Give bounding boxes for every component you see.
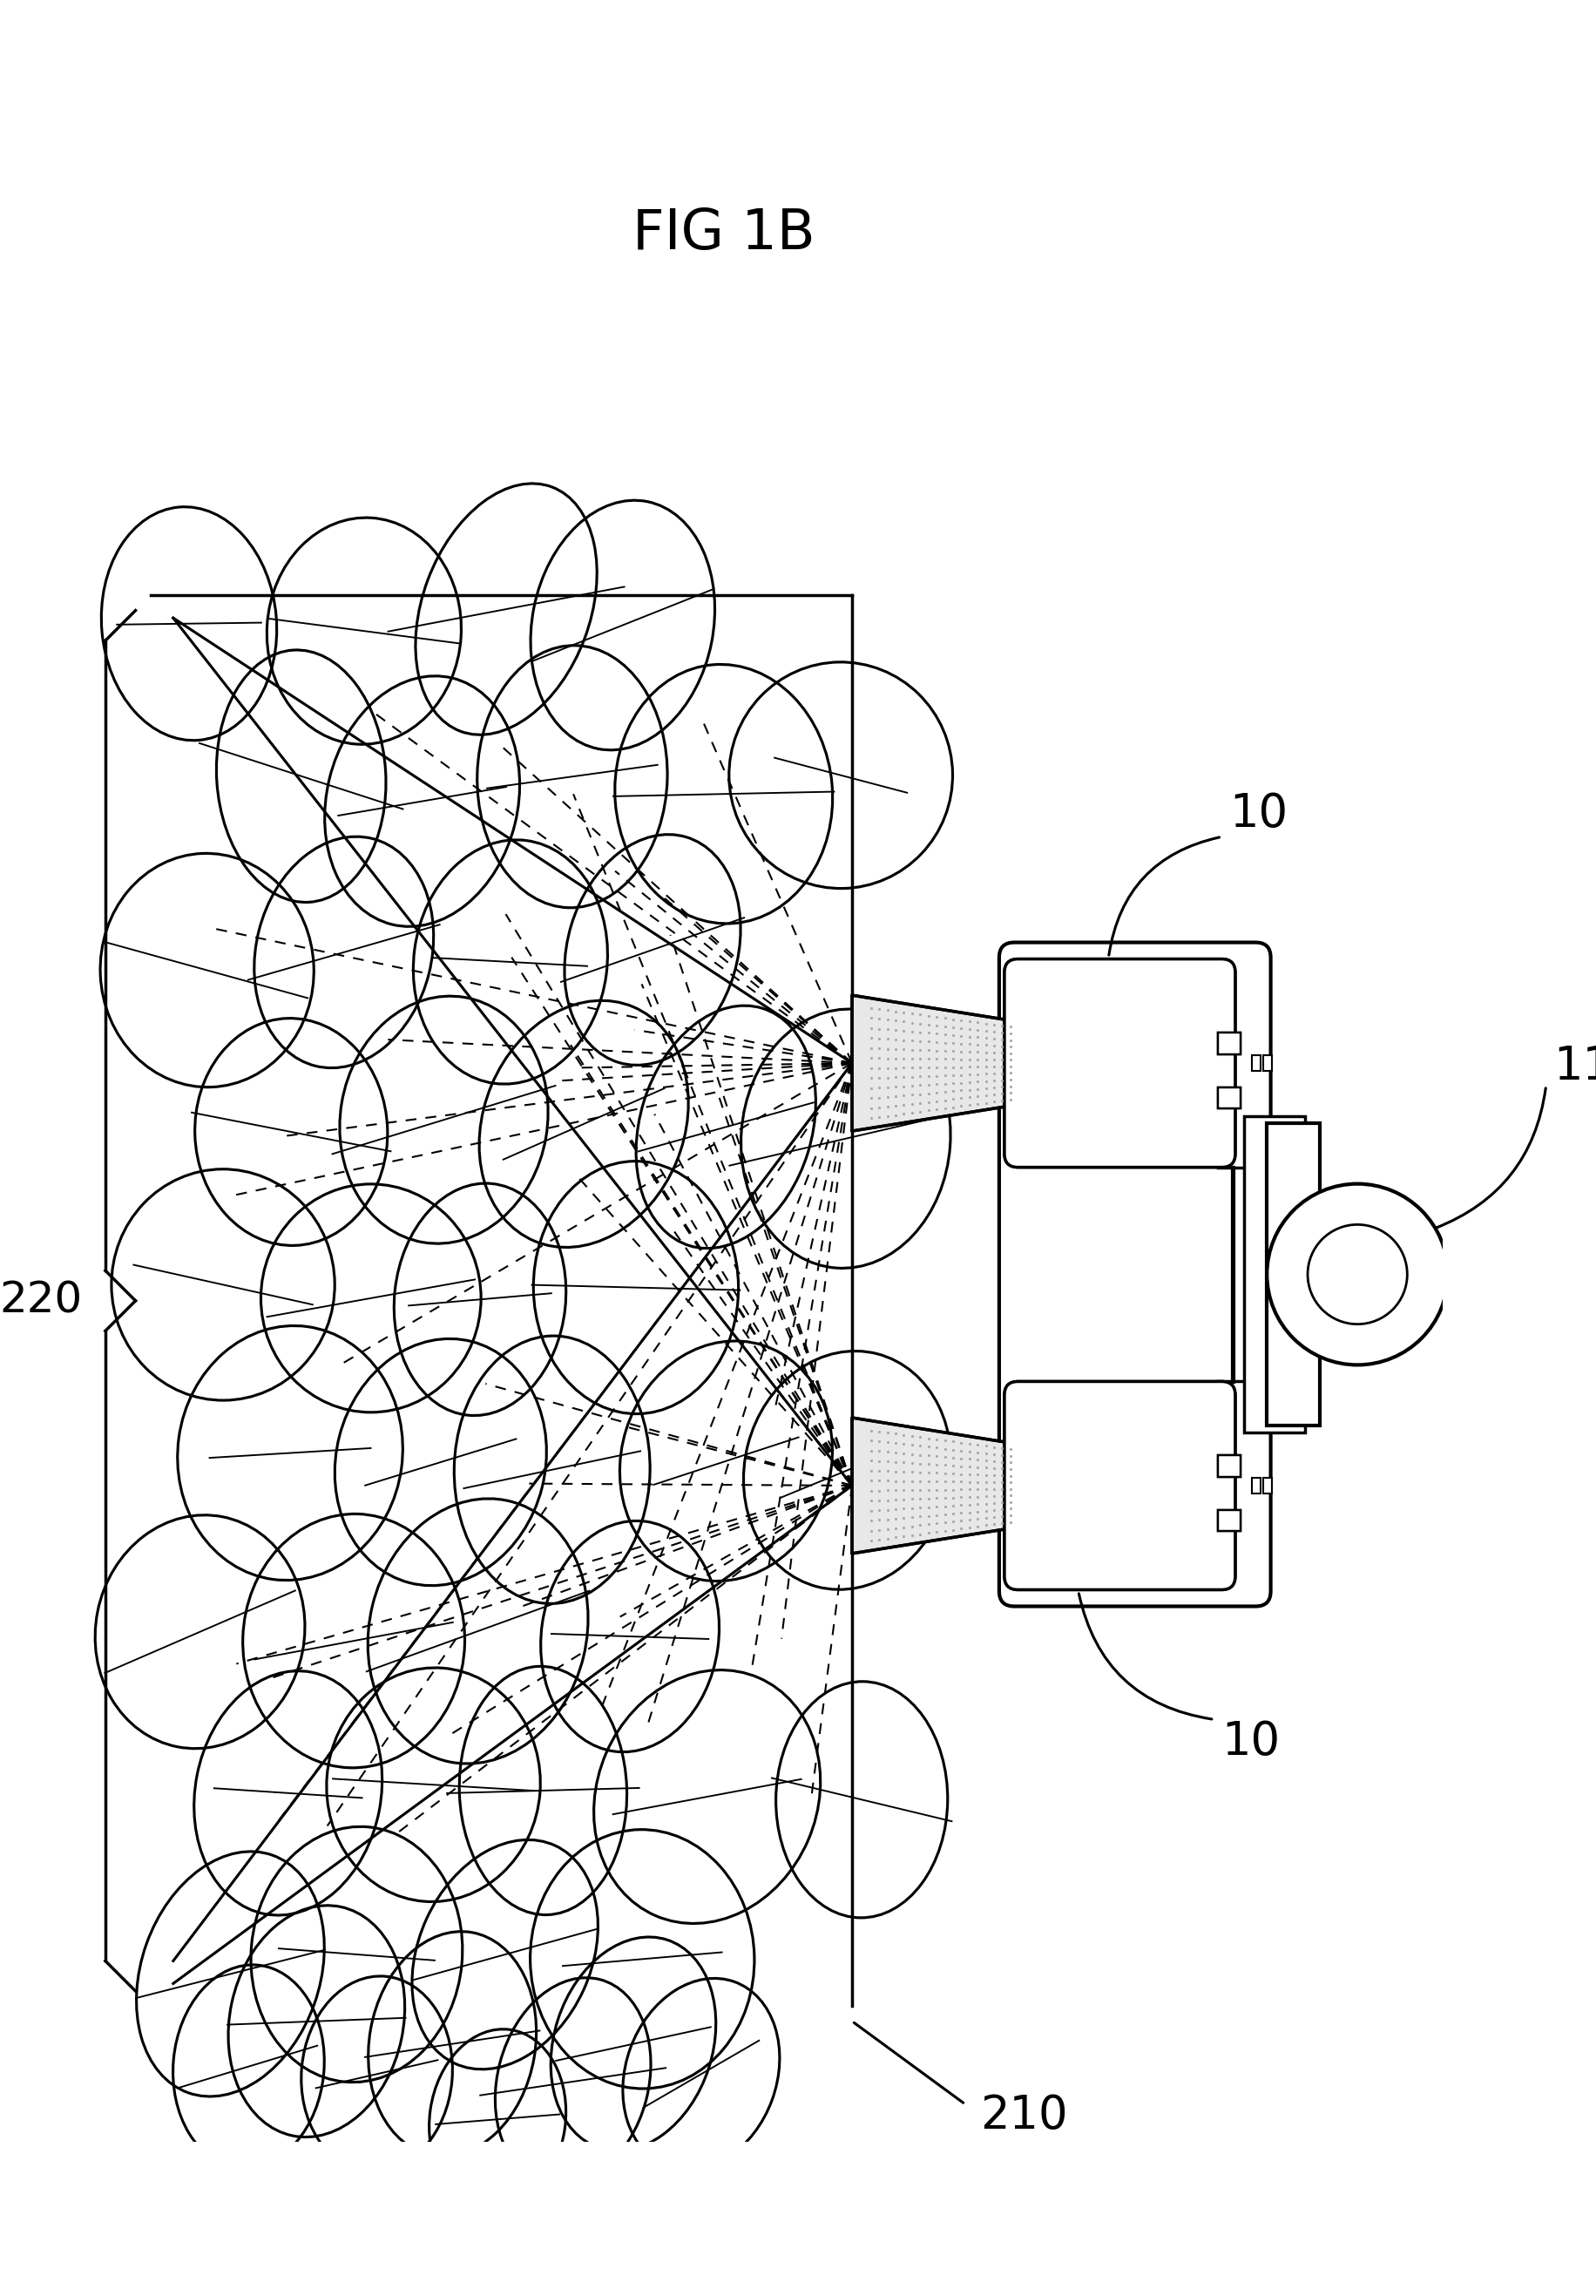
Bar — [1218, 1511, 1240, 1531]
Bar — [1251, 1056, 1261, 1070]
FancyBboxPatch shape — [1004, 960, 1235, 1166]
Text: 220: 220 — [0, 1279, 83, 1322]
Polygon shape — [852, 1417, 1018, 1554]
Text: 10: 10 — [1221, 1720, 1280, 1766]
Bar — [1218, 1088, 1240, 1109]
FancyBboxPatch shape — [1004, 1382, 1235, 1589]
Bar — [1262, 1479, 1272, 1492]
Bar — [1218, 1511, 1240, 1531]
Polygon shape — [852, 994, 1018, 1132]
Text: FIG 1B: FIG 1B — [632, 207, 814, 259]
Polygon shape — [852, 994, 1018, 1132]
Bar — [1243, 1116, 1304, 1433]
FancyBboxPatch shape — [1004, 960, 1235, 1166]
Bar — [1218, 1033, 1240, 1054]
FancyBboxPatch shape — [999, 941, 1270, 1607]
Text: 210: 210 — [980, 2094, 1068, 2138]
FancyBboxPatch shape — [1004, 1382, 1235, 1589]
Bar — [1218, 1456, 1240, 1476]
Bar — [1251, 1479, 1261, 1492]
Bar — [1218, 1088, 1240, 1109]
Bar — [1266, 1123, 1318, 1426]
Bar — [1262, 1056, 1272, 1070]
Polygon shape — [852, 1417, 1018, 1554]
Bar — [1218, 1033, 1240, 1054]
Circle shape — [1266, 1185, 1448, 1364]
Bar — [1218, 1456, 1240, 1476]
Text: 10: 10 — [1229, 792, 1286, 836]
Text: 11: 11 — [1553, 1045, 1596, 1091]
